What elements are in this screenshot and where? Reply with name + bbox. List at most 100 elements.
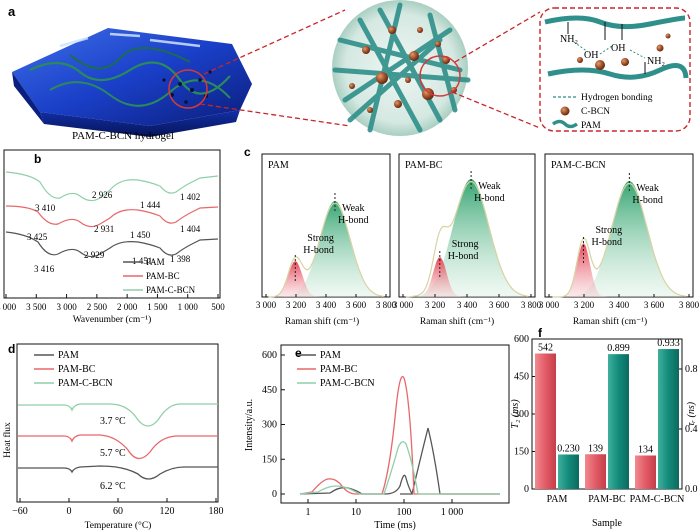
dsc-annot-6-2: 6.2 °C [100,481,126,492]
y-tick-left-label-f: 0 [524,484,529,495]
y-axis-label-d: Heat flux [2,422,13,458]
ftir-annot-cbcn-1444: 1 444 [140,200,161,210]
bar-tau-pam-c-bcn [658,349,679,489]
x-tick-label-d: 0 [67,506,72,517]
x-tick-label-e: 100 [397,507,412,518]
x-tick-label-c: 3 200 [286,300,307,310]
x-tick-label-c: 3 600 [644,300,665,310]
weak-hbond-peak-3 [552,181,686,297]
x-tick-label-b: 2 500 [87,302,108,312]
y-tick-label-e: 300 [262,420,277,431]
ftir-annot-cbcn-2926: 2 926 [92,190,113,200]
zoom-connector-2-top [454,11,541,63]
x-tick-label-c: 3 000 [539,300,560,310]
x-tick-label-c: 3 600 [346,300,367,310]
y-tick-label-e: 450 [262,385,277,396]
legend-text-pam-d: PAM [58,350,79,361]
x-tick-label-d: −60 [12,506,28,517]
panel-a: a PAM-C-BCN hydrogel [8,0,691,142]
ftir-annot-cbcn-1402: 1 402 [180,192,200,202]
legend-text-cbcn-b: PAM-C-BCN [146,285,196,295]
y-tick-label-e: 600 [262,350,277,361]
strong-hbond-label-2: H-bond [448,251,479,262]
legend-text-pam-e: PAM [320,350,341,361]
x-tick-label-b: 3 000 [56,302,77,312]
legend-text-bc-e: PAM-BC [320,364,358,375]
panel-label-e: e [295,346,302,360]
hydrogel-block-image [12,28,252,137]
y-tick-right-label-f: 0.8 [685,364,698,375]
y-tick-left-label-f: 450 [514,372,529,383]
x-tick-label-c: 3 600 [489,300,510,310]
panel-label-d: d [8,342,15,356]
bar-tau-pam-bc [608,354,629,489]
bar-label-tau: 0.899 [607,343,630,354]
x-tick-label-d: 60 [113,506,123,517]
hydrogen-bond-detail: NH₂ OH OH NH₂ Hydrogen bonding C-BCN PAM [539,7,691,132]
dsc-line-pam-bc [18,434,218,460]
y-tick-label-e: 0 [272,489,277,500]
x-axis-label-e: Time (ms) [374,520,416,531]
nmr-line-pam [299,427,500,495]
x-tick-label-c: 3 400 [316,300,337,310]
legend-text-bc-b: PAM-BC [146,271,180,281]
raman-envelope-3 [552,182,686,298]
x-tick-label-c: 3 800 [679,300,700,310]
raman-title-1: PAM [268,160,289,171]
bar-label-tau: 0.230 [557,444,580,455]
hydrogel-label: PAM-C-BCN hydrogel [72,130,174,142]
x-tick-label-b: 1 500 [147,302,168,312]
legend-hydrogen-bonding: Hydrogen bonding [581,93,653,103]
strong-hbond-peak-2 [405,257,529,297]
nmr-line-pam-bc [299,376,500,495]
weak-label-2: Weak [478,181,501,192]
y-tick-left-label-f: 300 [514,409,529,420]
x-axis-label-f: Sample [592,518,623,529]
x-tick-label-e: 1 000 [441,507,464,518]
dsc-line-pam [18,465,218,480]
y-tick-left-label-f: 150 [514,447,529,458]
ftir-annot-bc-1450: 1 450 [130,230,151,240]
ftir-annot-cbcn-3410: 3 410 [35,203,56,213]
x-tick-label-b: 500 [211,302,225,312]
ftir-line-pam-bc [5,205,219,228]
ftir-annot-bc-2931: 2 931 [94,224,114,234]
strong-hbond-peak-1 [268,261,384,297]
chem-oh-2: OH [611,43,625,54]
nmr-line-pam-c-bcn [299,441,500,495]
x-tick-label-c: 3 200 [425,300,446,310]
x-tick-label-f: PAM-BC [588,494,626,505]
raman-title-2: PAM-BC [405,160,443,171]
x-tick-label-c: 3 800 [376,300,397,310]
legend-text-pam-b: PAM [146,257,165,267]
weak-hbond-label-3: H-bond [632,195,663,206]
panel-e: e Intensity/a.u. PAM PAM-BC PAM-C-BCN 0 1… [244,344,510,531]
x-axis-label-d: Temperature (°C) [85,520,152,531]
y-tick-right-label-f: 0.0 [685,484,698,495]
panel-label-f: f [538,326,543,340]
y-axis-ticks-e: 0 150 300 450 600 [262,350,285,500]
strong-label-2: Strong [452,239,479,250]
x-tick-label-c: 3 000 [393,300,414,310]
panel-b: b 3 410 2 926 1 444 1 402 3 425 2 931 1 … [0,149,225,325]
bar-label-t2: 134 [638,445,653,456]
strong-hbond-label-3: H-bond [591,237,622,248]
x-tick-label-e: 1 [306,507,311,518]
x-axis-ticks-b: 4 000 3 500 3 000 2 500 2 000 1 500 1 000 500 [0,294,225,312]
ftir-annot-pam-1398: 1 398 [170,254,191,264]
bar-t2-pam-bc [585,454,606,489]
panel-label-b: b [34,152,41,166]
x-tick-label-d: 120 [160,506,175,517]
bar-label-t2: 542 [538,343,553,354]
legend-text-cbcn-d: PAM-C-BCN [58,378,113,389]
strong-hbond-peak-3 [552,243,686,297]
x-tick-label-f: PAM-C-BCN [630,494,685,505]
y-axis-left-label-f: T₂ (ms) [510,399,521,429]
network-schematic [332,0,471,136]
weak-hbond-peak-1 [268,201,384,297]
x-tick-label-b: 2 000 [117,302,138,312]
panel-label-a: a [8,4,16,19]
x-axis-label-b: Wavenumber (cm⁻¹) [73,314,152,325]
raman-title-3: PAM-C-BCN [551,160,606,171]
raman-envelope-2 [405,180,529,298]
